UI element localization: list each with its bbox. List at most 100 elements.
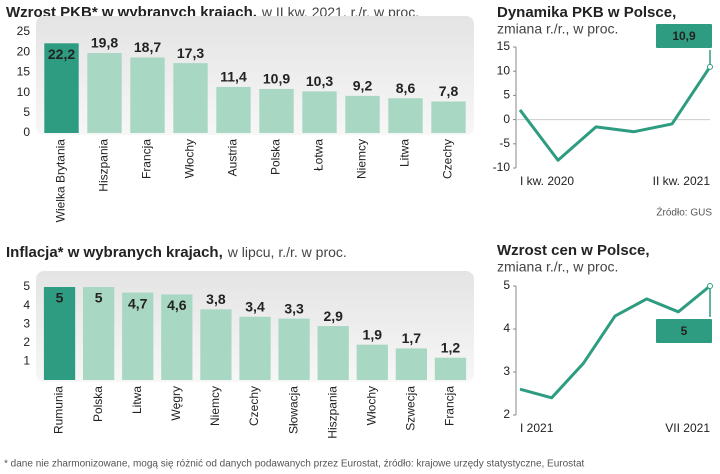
x-tick-label: VII 2021 — [665, 421, 710, 435]
y-tick-label: 15 — [497, 39, 511, 53]
bar — [44, 43, 79, 134]
x-tick-label: Łotwa — [312, 139, 326, 171]
subtitle: w lipcu, r./r. w proc. — [227, 244, 347, 260]
value-label: 8,6 — [396, 80, 416, 96]
x-tick-label: Rumunia — [52, 386, 66, 434]
value-label: 1,2 — [441, 339, 461, 355]
x-tick-label: Niemcy — [355, 139, 369, 179]
chart-title: Dynamika PKB w Polsce, — [497, 4, 676, 21]
x-tick-label: Słowacja — [286, 386, 300, 434]
bar — [130, 57, 165, 134]
x-tick-label: Węgry — [169, 386, 183, 421]
y-tick-label: 0 — [23, 125, 30, 139]
y-tick-label: 2 — [23, 335, 30, 349]
value-label: 19,8 — [91, 35, 118, 51]
x-tick-label: Wielka Brytania — [54, 139, 68, 223]
y-tick-label: 4 — [503, 321, 510, 335]
x-tick-label: Austria — [226, 139, 240, 177]
bar — [216, 86, 251, 133]
value-label: 3,4 — [245, 298, 265, 314]
value-label: 18,7 — [134, 39, 161, 55]
y-tick-label: 15 — [17, 65, 31, 79]
line — [518, 66, 712, 162]
value-label: 22,2 — [48, 46, 75, 62]
bar — [87, 53, 122, 134]
end-point — [707, 63, 713, 70]
bar — [173, 63, 208, 133]
y-tick-label: 3 — [503, 364, 510, 378]
value-label: 5 — [56, 290, 64, 306]
bar — [317, 326, 349, 380]
value-label: 3,8 — [206, 291, 226, 307]
y-tick-label: 10 — [17, 85, 31, 99]
x-tick-label: Francja — [443, 386, 457, 426]
x-tick-label: Włochy — [364, 386, 378, 425]
subtitle: zmiana r./r., w proc. — [497, 21, 618, 37]
chart-title: Inflacja* w wybranych krajach, w lipcu, r… — [6, 244, 347, 261]
bar — [395, 348, 427, 380]
title: Inflacja* w wybranych krajach, — [6, 244, 223, 261]
bar — [161, 294, 193, 380]
x-tick-label: Litwa — [130, 386, 144, 414]
y-tick-label: 4 — [23, 298, 30, 312]
x-tick-label: Czechy — [441, 139, 455, 179]
y-tick-label: 3 — [23, 316, 30, 330]
bar — [239, 316, 271, 380]
y-tick-label: -5 — [499, 136, 510, 150]
bar — [356, 344, 388, 380]
value-label: 1,7 — [402, 330, 422, 346]
bar — [122, 292, 154, 380]
y-tick-label: 5 — [23, 105, 30, 119]
x-tick-label: Hiszpania — [325, 386, 339, 439]
x-tick-label: Polska — [269, 139, 283, 175]
value-label: 3,3 — [284, 300, 304, 316]
bar — [83, 287, 115, 380]
bar — [388, 98, 423, 133]
value-label: 10,3 — [306, 73, 333, 89]
bar — [431, 101, 466, 133]
subtitle: zmiana r./r., w proc. — [497, 259, 618, 275]
value-label: 4,6 — [167, 297, 187, 313]
end-point — [707, 283, 713, 289]
bar — [259, 88, 294, 133]
x-tick-label: Niemcy — [208, 386, 222, 426]
x-tick-label: Polska — [91, 386, 105, 422]
bar — [345, 95, 380, 133]
bar — [278, 318, 310, 380]
y-tick-label: 5 — [503, 278, 510, 292]
y-tick-label: 20 — [17, 44, 31, 58]
line — [519, 284, 711, 400]
callout-box — [654, 22, 714, 50]
value-label: 7,8 — [439, 83, 459, 99]
x-tick-label: I 2021 — [520, 421, 554, 435]
chart-title: Wzrost cen w Polsce, — [497, 242, 650, 259]
callout-box — [654, 317, 714, 345]
y-tick-label: 5 — [23, 279, 30, 293]
value-label: 2,9 — [323, 308, 343, 324]
value-label: 5 — [95, 290, 103, 306]
callout-label: 10,9 — [672, 29, 696, 43]
title: Wzrost cen w Polsce, — [497, 242, 650, 259]
y-tick-label: 10 — [497, 63, 511, 77]
y-tick-label: 1 — [23, 354, 30, 368]
x-tick-label: Litwa — [398, 139, 412, 167]
y-tick-label: 0 — [503, 112, 510, 126]
value-label: 4,7 — [128, 295, 148, 311]
bar — [200, 309, 232, 380]
x-tick-label: Włochy — [183, 139, 197, 178]
value-label: 10,9 — [263, 71, 290, 87]
x-tick-label: I kw. 2020 — [520, 174, 574, 188]
bar — [43, 287, 76, 380]
x-tick-label: Czechy — [247, 386, 261, 426]
value-label: 1,9 — [363, 326, 383, 342]
title: Dynamika PKB w Polsce, — [497, 4, 676, 21]
x-tick-label: Hiszpania — [97, 139, 111, 192]
bar — [302, 91, 337, 133]
y-tick-label: 25 — [17, 24, 31, 38]
bar — [434, 357, 467, 380]
value-label: 11,4 — [220, 69, 247, 85]
subtitle: w II kw. 2021, r./r. w proc. — [261, 4, 419, 20]
y-tick-label: 5 — [503, 88, 510, 102]
value-label: 17,3 — [177, 45, 204, 61]
